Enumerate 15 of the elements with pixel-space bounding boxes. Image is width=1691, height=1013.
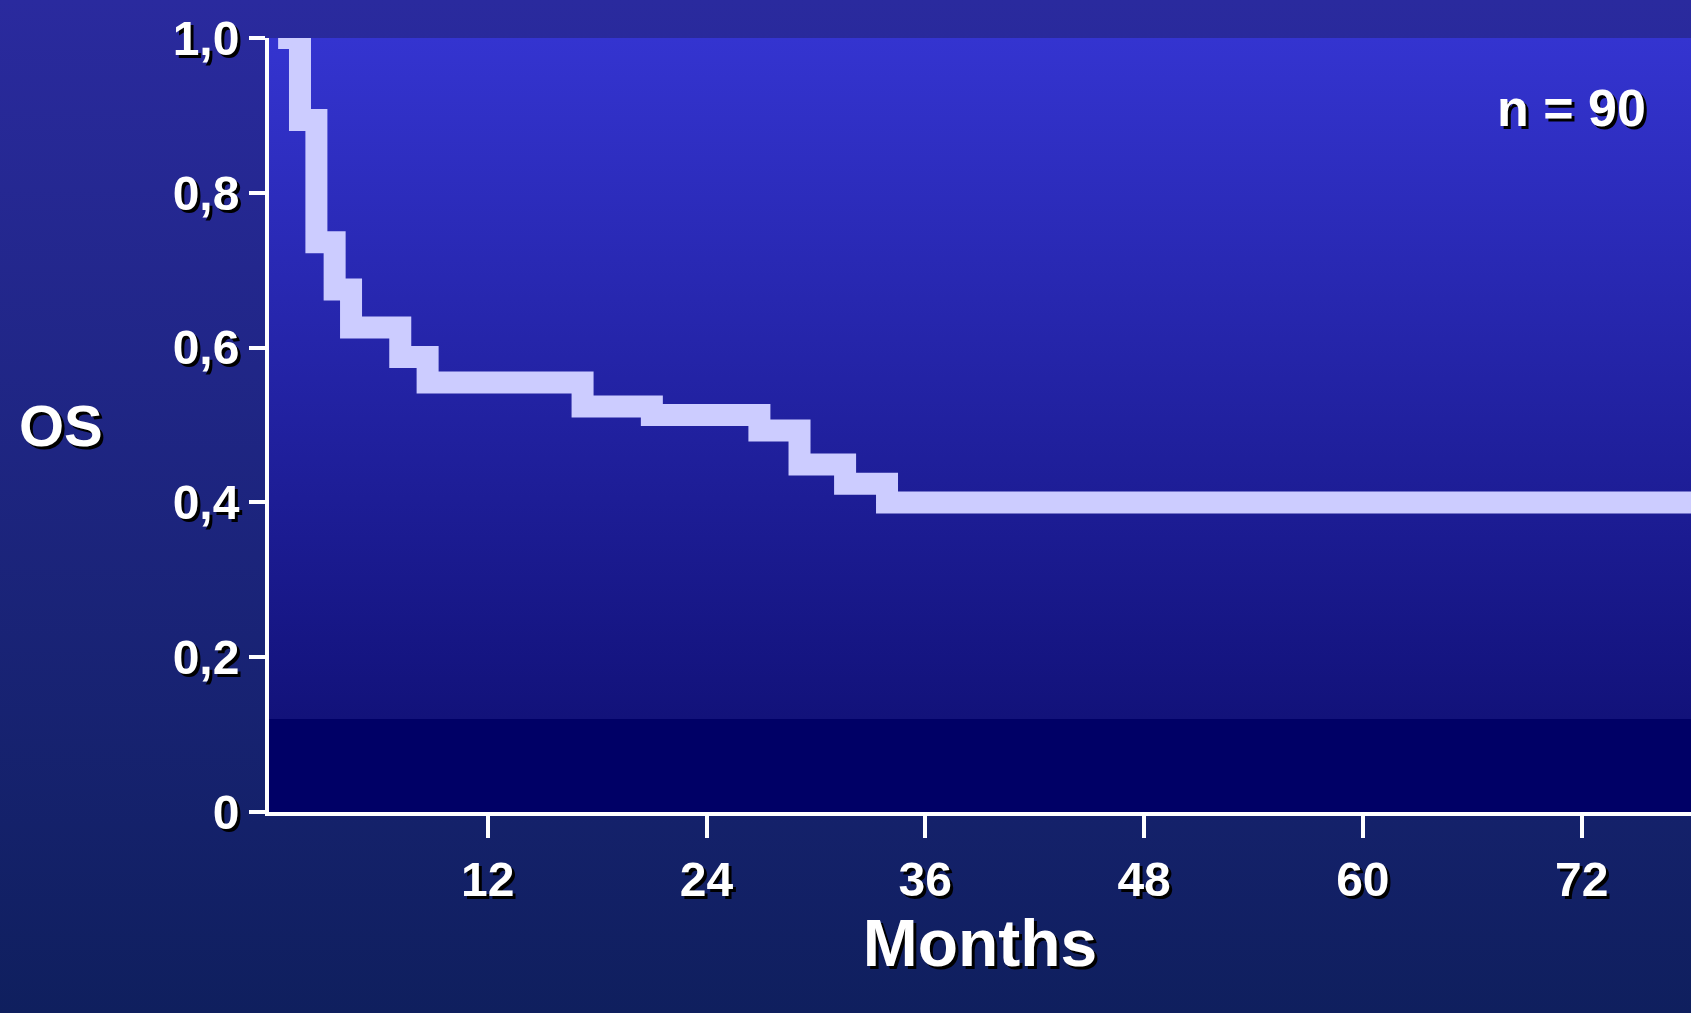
y-tick-label: 0,4 [172, 476, 240, 530]
y-tick-label: 0,8 [172, 166, 240, 220]
x-tick-label: 24 [679, 852, 734, 906]
x-tick-label: 36 [898, 852, 953, 906]
y-tick-label: 0,6 [172, 321, 240, 375]
x-tick-label: 60 [1336, 852, 1390, 906]
x-axis-title: Months [862, 905, 1098, 980]
x-tick-label: 72 [1554, 852, 1609, 906]
x-tick-label: 12 [461, 852, 515, 906]
y-tick-label: 0 [212, 785, 240, 839]
y-tick-label: 0,2 [172, 631, 240, 684]
y-tick-label: 1,0 [172, 11, 240, 65]
x-tick-label: 48 [1117, 852, 1171, 906]
annotation: n = 90 [1497, 79, 1646, 137]
y-axis-title: OS [19, 393, 103, 458]
